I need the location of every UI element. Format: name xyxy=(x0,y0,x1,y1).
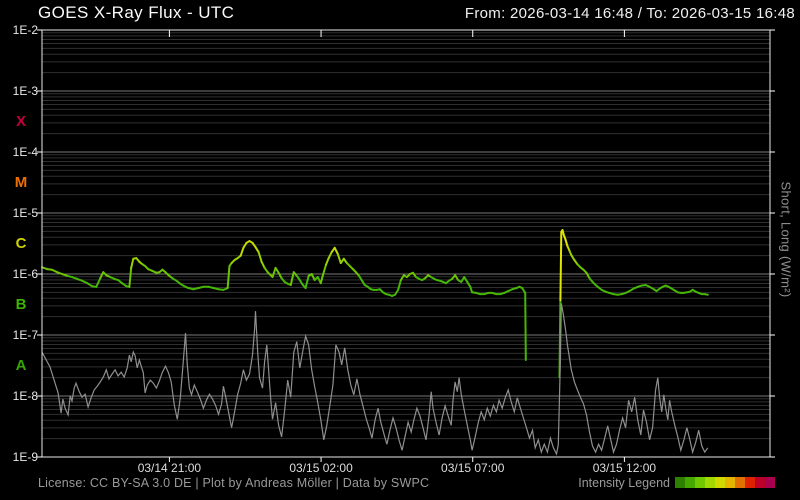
long-flux-line xyxy=(524,291,527,362)
y-tick-label: 1E-9 xyxy=(12,450,38,464)
long-flux-line xyxy=(260,260,266,269)
flux-class-letter-b: B xyxy=(15,295,27,313)
legend-color-swatch xyxy=(685,477,695,488)
short-flux-line xyxy=(41,303,709,456)
legend-color-swatch xyxy=(755,477,765,488)
long-flux-line xyxy=(128,266,133,288)
long-flux-line xyxy=(558,299,562,379)
long-flux-line xyxy=(319,274,324,285)
legend-color-swatch xyxy=(705,477,715,488)
legend-color-swatch xyxy=(725,477,735,488)
y-tick-label: 1E-5 xyxy=(12,206,38,220)
legend-color-swatch xyxy=(675,477,685,488)
long-flux-line xyxy=(564,238,569,247)
y-axis-right-label: Short, Long (W/m²) xyxy=(778,181,794,298)
long-flux-line xyxy=(271,266,277,279)
long-flux-line xyxy=(324,257,330,266)
long-flux-line xyxy=(397,279,402,291)
intensity-legend-bar xyxy=(675,477,775,488)
long-flux-line xyxy=(130,257,135,269)
legend-color-swatch xyxy=(765,477,775,488)
long-flux-line xyxy=(239,246,245,257)
x-tick-label: 03/15 02:00 xyxy=(289,461,353,475)
x-tick-label: 03/14 21:00 xyxy=(137,461,202,475)
long-flux-line xyxy=(95,277,102,288)
x-tick-label: 03/15 12:00 xyxy=(592,461,657,475)
long-flux-line xyxy=(289,271,295,286)
long-flux-line xyxy=(333,246,339,255)
flux-class-letter-a: A xyxy=(15,356,27,374)
time-range-label: From: 2026-03-14 16:48 / To: 2026-03-15 … xyxy=(464,5,795,22)
flux-class-letter-x: X xyxy=(15,112,26,130)
intensity-legend-label: Intensity Legend xyxy=(578,476,670,490)
long-flux-line xyxy=(277,271,283,280)
long-flux-line xyxy=(310,273,316,282)
long-flux-line xyxy=(257,251,263,263)
y-tick-label: 1E-6 xyxy=(12,267,38,281)
y-tick-label: 1E-2 xyxy=(12,23,38,37)
long-flux-line xyxy=(559,230,563,302)
y-tick-label: 1E-3 xyxy=(12,84,38,98)
y-tick-label: 1E-4 xyxy=(12,145,38,159)
long-flux-line xyxy=(562,232,567,241)
long-flux-line xyxy=(703,293,709,296)
license-text: License: CC BY-SA 3.0 DE | Plot by Andre… xyxy=(38,476,430,490)
long-flux-line xyxy=(585,271,591,280)
y-tick-label: 1E-7 xyxy=(12,328,38,342)
legend-color-swatch xyxy=(735,477,745,488)
x-tick-label: 03/15 07:00 xyxy=(441,461,505,475)
flux-class-letter-c: C xyxy=(15,234,27,252)
page-title: GOES X-Ray Flux - UTC xyxy=(38,3,235,22)
long-flux-line xyxy=(327,251,333,260)
flux-class-letter-m: M xyxy=(14,173,28,191)
plot-border xyxy=(41,29,771,458)
legend-color-swatch xyxy=(745,477,755,488)
long-flux-line xyxy=(226,265,231,290)
y-tick-label: 1E-8 xyxy=(12,389,38,403)
long-flux-line xyxy=(336,252,342,265)
legend-color-swatch xyxy=(715,477,725,488)
long-flux-line xyxy=(99,271,105,280)
long-flux-line xyxy=(304,274,310,290)
long-flux-line xyxy=(321,263,327,277)
legend-color-swatch xyxy=(695,477,705,488)
